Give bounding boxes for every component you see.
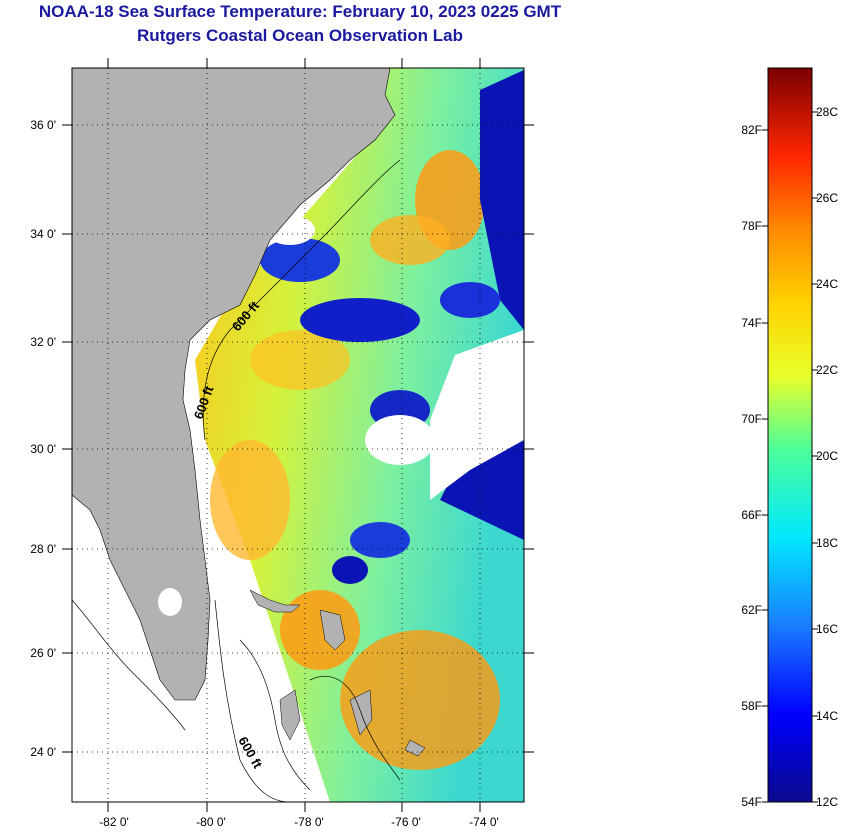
colorbar-label-62f: 62F — [741, 603, 762, 617]
lat-label-28: 28 0' — [30, 542, 56, 556]
colorbar-label-74f: 74F — [741, 316, 762, 330]
colorbar-label-66f: 66F — [741, 508, 762, 522]
bahamas-islands — [249, 589, 426, 757]
lat-label-36: 36 0' — [30, 118, 56, 132]
map-title: NOAA-18 Sea Surface Temperature: Februar… — [0, 0, 600, 48]
colorbar-label-58f: 58F — [741, 699, 762, 713]
colorbar-label-54f: 54F — [741, 795, 762, 809]
lat-label-24: 24 0' — [30, 745, 56, 759]
no-data-regions — [265, 215, 524, 500]
colorbar-label-78f: 78F — [741, 219, 762, 233]
colorbar-label-14c: 14C — [816, 709, 838, 723]
colorbar-label-82f: 82F — [741, 123, 762, 137]
bathymetry-contours — [72, 159, 401, 802]
colorbar-label-22c: 22C — [816, 363, 838, 377]
colorbar-label-24c: 24C — [816, 277, 838, 291]
map-frame — [71, 67, 525, 803]
colorbar-label-20c: 20C — [816, 449, 838, 463]
colorbar-ticks — [762, 111, 818, 803]
lon-label-74: -74 0' — [469, 815, 499, 829]
land-mainland — [72, 68, 396, 701]
colorbar-label-28c: 28C — [816, 105, 838, 119]
lon-label-78: -78 0' — [294, 815, 324, 829]
lon-label-82: -82 0' — [99, 815, 129, 829]
cold-cloud-patches — [260, 70, 524, 584]
colorbar — [767, 67, 813, 803]
colorbar-label-16c: 16C — [816, 622, 838, 636]
colorbar-label-18c: 18C — [816, 536, 838, 550]
colorbar-label-12c: 12C — [816, 795, 838, 809]
colorbar-label-26c: 26C — [816, 191, 838, 205]
lat-label-34: 34 0' — [30, 227, 56, 241]
lon-label-76: -76 0' — [391, 815, 421, 829]
title-line-2: Rutgers Coastal Ocean Observation Lab — [137, 26, 463, 45]
lake-okeechobee — [158, 588, 182, 616]
lat-label-30: 30 0' — [30, 442, 56, 456]
lon-label-80: -80 0' — [196, 815, 226, 829]
colorbar-label-70f: 70F — [741, 412, 762, 426]
lat-label-32: 32 0' — [30, 335, 56, 349]
warm-water-patches — [210, 150, 500, 770]
frame-ticks — [62, 58, 534, 812]
graticule — [72, 68, 524, 802]
lat-label-26: 26 0' — [30, 646, 56, 660]
title-line-1: NOAA-18 Sea Surface Temperature: Februar… — [38, 2, 562, 21]
